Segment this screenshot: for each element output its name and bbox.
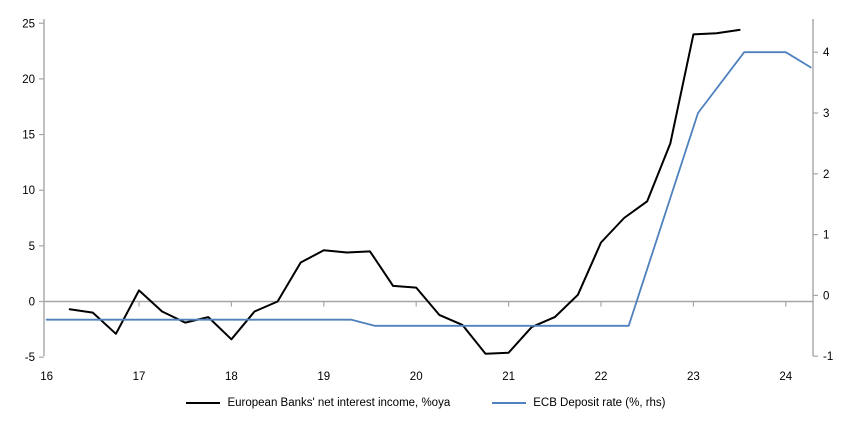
right-axis-label: 2 (823, 169, 829, 181)
x-axis-label: 23 (687, 371, 700, 383)
x-axis-label: 16 (40, 371, 53, 383)
x-axis-label: 22 (595, 371, 608, 383)
x-axis-labels: 16 17 18 19 20 21 22 23 24 (40, 371, 793, 383)
left-axis-label: 5 (29, 241, 35, 253)
right-axis-label: 3 (823, 108, 829, 120)
x-axis-label: 19 (317, 371, 330, 383)
x-axis-label: 18 (225, 371, 238, 383)
left-axis-label: 20 (22, 74, 35, 86)
left-axis-label: 10 (22, 185, 35, 197)
x-axis-label: 21 (502, 371, 515, 383)
left-axis: 25 20 15 10 5 0 -5 (22, 18, 45, 364)
right-axis-label: 4 (823, 47, 830, 59)
legend-label-nii: European Banks' net interest income, %oy… (227, 397, 451, 409)
ecb-deposit-rate-line (45, 51, 812, 327)
ecb-line-swatch-icon (492, 402, 527, 404)
left-axis-label: 15 (22, 130, 35, 142)
x-axis-label: 20 (410, 371, 423, 383)
x-axis-label: 17 (133, 371, 146, 383)
legend-item-nii: European Banks' net interest income, %oy… (186, 397, 450, 409)
left-axis-label: -5 (25, 352, 35, 364)
legend-item-ecb: ECB Deposit rate (%, rhs) (492, 397, 666, 409)
left-axis-label: 0 (29, 297, 35, 309)
nii-line-swatch-icon (186, 402, 221, 404)
legend-label-ecb: ECB Deposit rate (%, rhs) (533, 397, 666, 409)
right-axis-label: 1 (823, 230, 829, 242)
chart-legend: European Banks' net interest income, %oy… (0, 397, 852, 409)
right-axis: 4 3 2 1 0 -1 (812, 19, 833, 363)
right-axis-label: -1 (823, 351, 833, 363)
nii-line (68, 28, 741, 355)
right-axis-label: 0 (823, 290, 829, 302)
x-axis-ticks (138, 301, 787, 307)
x-axis-label: 24 (779, 371, 792, 383)
left-axis-label: 25 (22, 18, 35, 30)
